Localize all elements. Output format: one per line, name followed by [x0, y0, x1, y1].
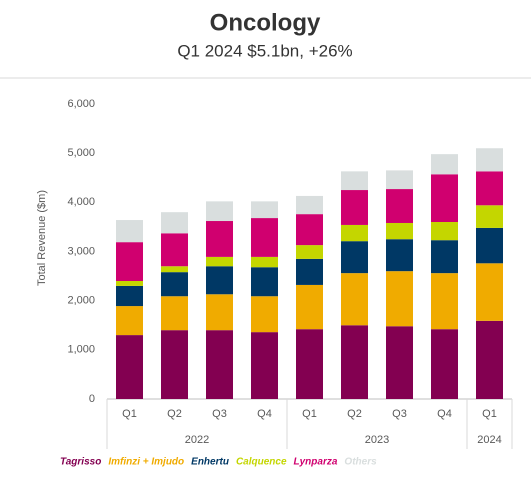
x-tick-label: Q1 [482, 408, 497, 420]
bar-segment [341, 241, 368, 274]
bar-segment [386, 170, 413, 190]
y-tick-label: 1,000 [67, 344, 95, 356]
x-tick-label: Q1 [122, 408, 137, 420]
bar-segment [341, 224, 368, 242]
legend-entry: Enhertu [191, 457, 229, 468]
bar-segment [296, 258, 323, 285]
x-group-label: 2024 [477, 434, 501, 446]
x-tick-label: Q4 [257, 408, 272, 420]
bar-segment [431, 240, 458, 274]
bar-segment [251, 218, 278, 257]
bar-segment [116, 242, 143, 281]
bar-segment [206, 294, 233, 331]
chart-title: Oncology [210, 9, 321, 36]
bar-segment [476, 171, 503, 206]
legend-entry: Others [344, 457, 377, 468]
bar-segment [161, 330, 188, 399]
bar-segment [206, 330, 233, 399]
bar-segment [116, 285, 143, 307]
bar-segment [386, 239, 413, 272]
bar-segment [161, 233, 188, 267]
bar-segment [251, 256, 278, 268]
y-tick-label: 0 [89, 393, 95, 405]
x-tick-label: Q1 [302, 408, 317, 420]
bar-segment [476, 320, 503, 399]
bar-segment [296, 284, 323, 330]
bar-segment [476, 263, 503, 321]
y-axis-label: Total Revenue ($m) [36, 190, 48, 286]
bar-segment [341, 190, 368, 225]
chart-subtitle: Q1 2024 $5.1bn, +26% [177, 41, 352, 60]
bar-segment [431, 174, 458, 222]
bar-segment [476, 205, 503, 228]
bar-segment [341, 171, 368, 191]
bar-segment [116, 306, 143, 336]
bar-segment [386, 222, 413, 240]
legend-entry: Calquence [236, 457, 287, 468]
bar-segment [476, 227, 503, 264]
y-tick-label: 6,000 [67, 98, 95, 110]
x-tick-label: Q4 [437, 408, 452, 420]
bar-segment [296, 245, 323, 259]
bar-segment [386, 271, 413, 327]
bar-segment [116, 281, 143, 286]
bar-segment [296, 195, 323, 215]
x-tick-label: Q2 [347, 408, 362, 420]
bar-segment [206, 201, 233, 222]
y-tick-label: 4,000 [67, 196, 95, 208]
bar-segment [431, 273, 458, 330]
bar-segment [161, 212, 188, 234]
y-tick-label: 2,000 [67, 295, 95, 307]
bar-segment [296, 214, 323, 246]
bar-segment [161, 266, 188, 273]
bar-segment [206, 266, 233, 295]
bar-segment [116, 220, 143, 243]
x-group-label: 2023 [365, 434, 389, 446]
bar-segment [341, 273, 368, 326]
bar-segment [251, 296, 278, 333]
bar-segment [206, 221, 233, 257]
bar-segment [251, 267, 278, 297]
bar-segment [161, 272, 188, 297]
x-group-label: 2022 [185, 434, 209, 446]
y-tick-label: 3,000 [67, 245, 95, 257]
bar-segment [431, 329, 458, 399]
y-tick-label: 5,000 [67, 147, 95, 159]
x-tick-label: Q2 [167, 408, 182, 420]
bar-segment [431, 154, 458, 175]
bar-segment [386, 326, 413, 399]
bar-segment [386, 189, 413, 223]
bar-segment [251, 332, 278, 399]
legend-entry: Lynparza [294, 457, 338, 468]
bar-segment [206, 256, 233, 267]
bar-segment [296, 329, 323, 399]
x-tick-label: Q3 [392, 408, 407, 420]
legend-entry: Imfinzi + Imjudo [108, 457, 184, 468]
bar-segment [431, 222, 458, 241]
legend-entry: Tagrisso [60, 457, 101, 468]
bar-segment [116, 335, 143, 399]
bar-segment [161, 296, 188, 331]
x-tick-label: Q3 [212, 408, 227, 420]
bar-segment [476, 148, 503, 172]
bar-segment [341, 325, 368, 399]
bar-segment [251, 201, 278, 219]
